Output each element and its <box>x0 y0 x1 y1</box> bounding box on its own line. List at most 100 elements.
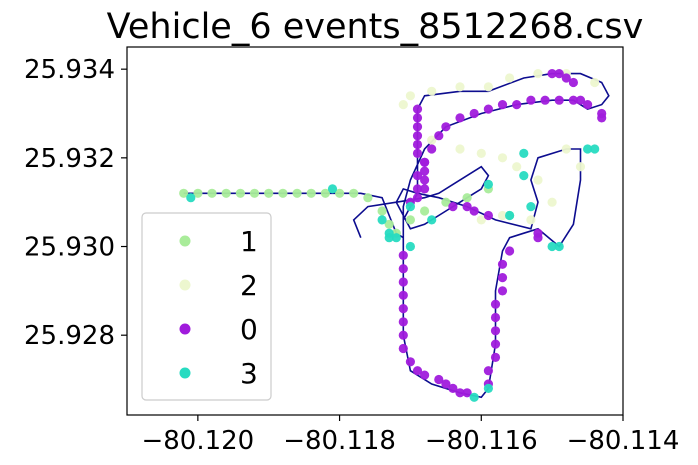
point-series-2-17 <box>512 162 522 172</box>
y-tick-label-1: 25.930 <box>24 233 115 263</box>
point-series-2-1 <box>405 91 415 101</box>
point-series-0-7 <box>420 166 430 176</box>
point-series-0-28 <box>483 366 493 376</box>
point-series-3-13 <box>519 171 529 181</box>
point-series-0-34 <box>497 286 508 296</box>
point-series-2-8 <box>590 77 600 88</box>
point-series-0-2 <box>412 122 423 132</box>
point-series-0-31 <box>490 326 501 336</box>
point-series-0-17 <box>398 330 408 340</box>
point-series-0-14 <box>398 290 408 300</box>
point-series-2-3 <box>455 82 465 92</box>
point-series-3-19 <box>583 144 593 154</box>
point-series-0-26 <box>462 388 472 398</box>
point-series-0-12 <box>398 264 408 274</box>
point-series-0-56 <box>434 131 444 141</box>
point-series-0-8 <box>420 175 430 185</box>
point-series-0-30 <box>490 339 501 349</box>
y-tick-label-0: 25.928 <box>24 321 115 351</box>
point-series-0-10 <box>412 193 423 203</box>
point-series-0-22 <box>434 374 444 385</box>
point-series-0-18 <box>398 343 408 354</box>
point-series-0-55 <box>441 122 451 132</box>
point-series-3-10 <box>483 383 493 393</box>
point-series-3-9 <box>405 241 415 252</box>
point-series-1-12 <box>349 188 359 198</box>
point-series-1-14 <box>377 206 387 216</box>
legend-marker-3 <box>179 367 191 379</box>
point-series-3-5 <box>377 215 387 225</box>
point-series-2-20 <box>526 215 536 225</box>
axes-frame <box>126 46 624 416</box>
point-series-1-17 <box>405 215 415 225</box>
point-series-0-46 <box>597 113 607 123</box>
x-axis-ticks: −80.120 −80.118 −80.116 −80.114 <box>141 415 679 456</box>
point-series-2-16 <box>497 153 508 163</box>
point-series-0-35 <box>497 273 508 283</box>
chart-title: Vehicle_6 events_8512268.csv <box>107 7 644 47</box>
point-series-0-0 <box>412 104 423 114</box>
point-series-3-4 <box>391 233 401 243</box>
point-series-2-4 <box>483 82 493 92</box>
point-series-0-54 <box>455 113 465 123</box>
y-axis-ticks: 25.928 25.930 25.932 25.934 <box>24 55 127 351</box>
point-series-0-37 <box>505 246 515 256</box>
point-series-0-15 <box>398 304 408 314</box>
point-series-1-11 <box>335 188 345 198</box>
point-series-0-38 <box>547 69 557 79</box>
point-series-3-7 <box>427 215 437 225</box>
point-series-2-18 <box>476 215 486 225</box>
point-series-3-15 <box>505 210 515 221</box>
legend: 1 2 0 3 <box>141 212 272 401</box>
point-series-3-16 <box>547 241 557 252</box>
plot-area <box>179 69 610 402</box>
x-tick-label-3: −80.114 <box>567 426 680 456</box>
point-series-0-1 <box>412 113 423 123</box>
point-series-0-65 <box>483 210 493 221</box>
point-series-1-15 <box>384 219 394 229</box>
point-series-0-9 <box>420 184 430 194</box>
point-series-2-0 <box>398 100 408 110</box>
point-series-1-9 <box>306 188 316 198</box>
point-series-2-11 <box>561 144 571 154</box>
point-series-2-6 <box>533 69 543 79</box>
point-series-3-6 <box>405 202 415 212</box>
point-series-2-5 <box>505 73 515 83</box>
legend-marker-1 <box>179 235 191 247</box>
point-series-0-60 <box>412 184 423 194</box>
legend-label-1: 1 <box>240 225 258 258</box>
point-series-2-14 <box>455 144 465 154</box>
series-3 <box>186 144 600 402</box>
point-series-3-1 <box>327 184 338 194</box>
point-series-3-8 <box>483 179 493 189</box>
point-series-0-43 <box>568 95 579 105</box>
point-series-2-19 <box>497 210 508 221</box>
point-series-0-16 <box>398 317 408 327</box>
point-series-0-47 <box>554 95 564 105</box>
y-tick-label-3: 25.934 <box>24 55 115 85</box>
point-series-0-67 <box>533 233 543 243</box>
point-series-0-53 <box>469 108 479 119</box>
point-series-2-10 <box>547 197 557 207</box>
point-series-0-39 <box>554 69 564 79</box>
point-series-1-4 <box>235 188 245 198</box>
point-series-1-0 <box>179 188 189 198</box>
point-series-3-17 <box>554 241 564 252</box>
point-series-3-0 <box>186 193 196 203</box>
point-series-0-4 <box>412 139 423 150</box>
point-series-0-13 <box>398 277 408 287</box>
point-series-2-13 <box>427 135 437 145</box>
point-series-0-44 <box>583 100 593 110</box>
legend-marker-2 <box>179 279 191 291</box>
point-series-0-41 <box>568 77 579 88</box>
point-series-0-5 <box>412 148 423 158</box>
legend-label-3: 3 <box>240 357 258 390</box>
legend-label-2: 2 <box>240 269 258 302</box>
point-series-3-12 <box>519 148 529 158</box>
point-series-0-3 <box>412 131 423 141</box>
point-series-0-11 <box>398 250 408 260</box>
point-series-0-21 <box>420 370 430 380</box>
point-series-0-19 <box>405 357 415 367</box>
point-series-0-52 <box>483 104 493 114</box>
legend-label-0: 0 <box>240 313 258 346</box>
